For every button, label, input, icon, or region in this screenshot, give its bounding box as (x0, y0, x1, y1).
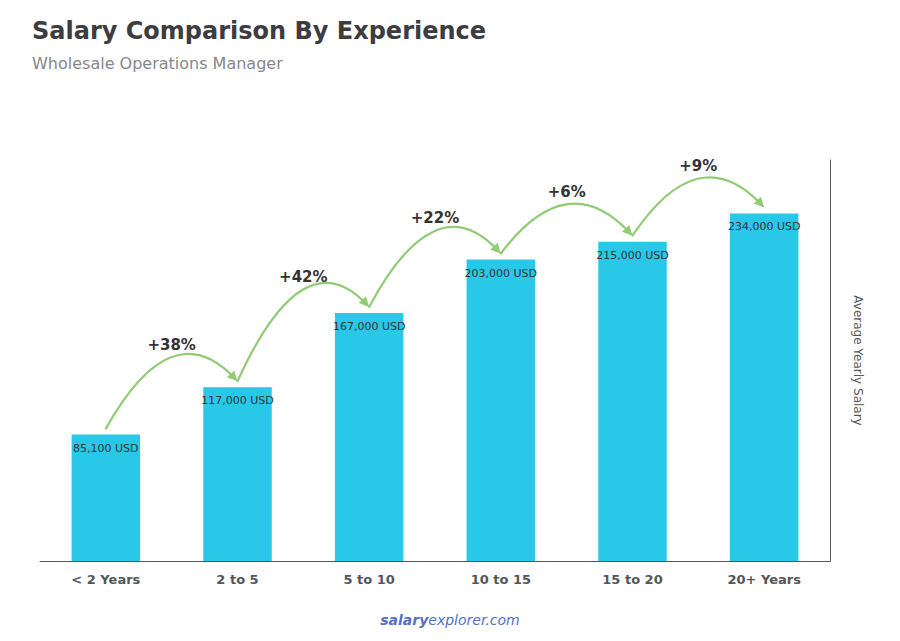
svg-text:85,100 USD: 85,100 USD (73, 442, 139, 455)
svg-text:+42%: +42% (279, 268, 327, 286)
svg-text:+38%: +38% (147, 336, 195, 354)
svg-text:215,000 USD: 215,000 USD (596, 249, 669, 262)
svg-text:203,000 USD: 203,000 USD (465, 267, 538, 280)
svg-text:10 to 15: 10 to 15 (471, 572, 531, 587)
svg-text:explorer.com: explorer.com (428, 612, 519, 628)
svg-text:salary: salary (380, 612, 429, 628)
svg-text:167,000 USD: 167,000 USD (333, 320, 406, 333)
svg-text:5 to 10: 5 to 10 (343, 572, 394, 587)
svg-text:117,000 USD: 117,000 USD (201, 394, 274, 407)
svg-text:15 to 20: 15 to 20 (602, 572, 662, 587)
svg-text:< 2 Years: < 2 Years (71, 572, 140, 587)
svg-text:+9%: +9% (679, 157, 717, 175)
svg-text:+22%: +22% (411, 209, 459, 227)
svg-text:Salary Comparison By Experienc: Salary Comparison By Experience (32, 17, 486, 45)
svg-text:20+ Years: 20+ Years (727, 572, 801, 587)
svg-text:+6%: +6% (548, 183, 586, 201)
svg-text:Wholesale Operations Manager: Wholesale Operations Manager (32, 54, 283, 73)
svg-text:Average Yearly Salary: Average Yearly Salary (851, 295, 865, 425)
svg-text:234,000 USD: 234,000 USD (728, 220, 801, 233)
svg-text:2 to 5: 2 to 5 (216, 572, 258, 587)
